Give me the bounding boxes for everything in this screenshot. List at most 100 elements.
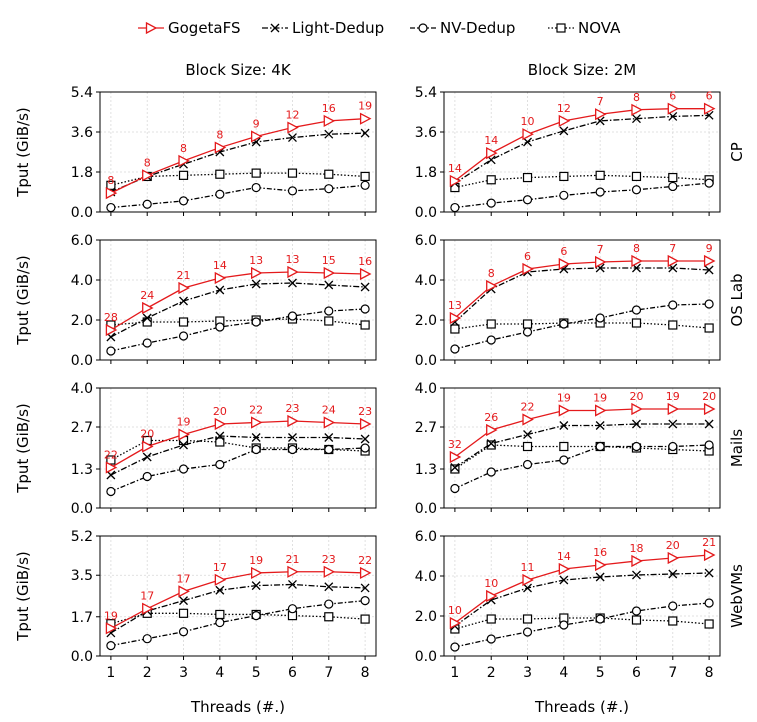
y-tick-label: 4.0	[71, 381, 93, 397]
legend-item-light-dedup: Light-Dedup	[262, 19, 384, 37]
data-point	[486, 198, 496, 208]
data-label: 19	[593, 392, 607, 405]
data-point	[359, 417, 372, 431]
y-tick-label: 4.0	[415, 381, 437, 397]
data-label: 10	[484, 577, 498, 590]
x-tick-label: 8	[705, 665, 714, 681]
annotations: 19 17 17 17 19 21 23 22	[104, 553, 372, 623]
series-line	[110, 118, 366, 194]
data-point	[251, 182, 261, 193]
data-label: 19	[358, 100, 372, 113]
data-point	[668, 616, 678, 626]
data-point	[486, 439, 496, 448]
data-point	[214, 141, 227, 154]
data-point	[105, 323, 118, 337]
series-gogetafs	[449, 102, 716, 187]
series-line	[110, 435, 366, 476]
data-point	[105, 622, 118, 635]
data-point	[522, 413, 534, 426]
data-point	[142, 338, 152, 348]
data-point	[359, 267, 372, 281]
data-point	[595, 614, 605, 624]
data-point	[360, 320, 370, 330]
series-nova	[450, 613, 714, 634]
y-tick-label: 5.2	[71, 529, 93, 545]
data-label: 16	[593, 546, 607, 559]
data-point	[179, 596, 188, 606]
data-point	[323, 114, 336, 127]
panel-cp-block-size-4k: 0.0 1.8 3.6 5.4 8 8 8 8 9 12 16 19 Tput (GiB/s)	[14, 85, 377, 221]
series-gogetafs	[449, 548, 716, 630]
data-label: 21	[177, 269, 191, 282]
x-axis-label: Threads (#.)	[534, 698, 629, 716]
data-point	[360, 596, 370, 606]
data-point	[178, 281, 190, 295]
data-point	[178, 627, 189, 637]
column-title: Block Size: 2M	[528, 61, 636, 79]
data-label: 6	[669, 90, 676, 103]
panel-cp-block-size-2m: 0.0 1.8 3.6 5.4 14 14 10 12 7 8 6 6 CP	[415, 85, 746, 221]
data-point	[486, 147, 498, 160]
data-point	[668, 300, 678, 310]
data-label: 7	[597, 95, 604, 108]
data-point	[450, 324, 460, 334]
data-point	[360, 434, 370, 444]
y-tick-label: 4.0	[415, 273, 437, 289]
y-axis-label: Tput (GiB/s)	[14, 107, 32, 198]
series-line	[110, 571, 366, 629]
data-point	[449, 174, 462, 187]
data-point	[359, 566, 372, 579]
data-point	[106, 486, 116, 497]
x-tick-label: 4	[559, 665, 568, 681]
data-point	[486, 467, 496, 477]
data-point	[631, 185, 642, 195]
data-point	[287, 121, 299, 134]
data-point	[595, 572, 605, 582]
panel-frame	[99, 239, 377, 361]
panel-frame	[443, 387, 721, 509]
series-line	[110, 271, 366, 331]
y-tick-label: 5.4	[415, 85, 437, 101]
data-point	[667, 102, 680, 115]
panel-frame	[443, 535, 721, 657]
series-line	[110, 599, 366, 647]
data-point	[178, 196, 189, 206]
series-line	[454, 322, 710, 330]
data-point	[324, 444, 334, 455]
data-point	[360, 282, 370, 292]
series-light-dedup	[106, 278, 370, 342]
y-tick-label: 1.3	[71, 462, 93, 478]
data-point	[324, 169, 334, 179]
y-tick-label: 2.0	[415, 313, 437, 329]
series-gogetafs	[105, 414, 372, 474]
data-point	[595, 558, 607, 572]
data-point	[251, 266, 263, 280]
data-point	[450, 464, 460, 474]
data-point	[251, 416, 263, 429]
legend-marker	[556, 23, 566, 33]
data-point	[559, 126, 569, 136]
data-point	[178, 585, 190, 598]
y-tick-label: 6.0	[71, 233, 93, 249]
data-point	[450, 463, 460, 472]
data-label: 19	[249, 554, 263, 567]
data-point	[288, 433, 297, 442]
y-axis-label: Tput (GiB/s)	[14, 551, 32, 642]
data-label: 20	[213, 405, 227, 418]
data-point	[324, 280, 334, 290]
data-label: 7	[597, 243, 604, 256]
panel-webvms-block-size-2m: 0.0 2.0 4.0 6.0 1 2 3 4 5 6 7 8 10 10 11 14 16 18 20 21 WebV…	[415, 529, 746, 681]
data-point	[704, 598, 714, 608]
data-label: 15	[322, 254, 336, 267]
series-light-dedup	[106, 580, 370, 638]
data-label: 11	[521, 561, 535, 574]
series-line	[454, 602, 710, 648]
data-point	[704, 419, 714, 429]
series-gogetafs	[449, 254, 716, 325]
data-point	[522, 441, 533, 452]
panel-grid	[444, 239, 720, 361]
panel-os-lab-block-size-2m: 0.0 2.0 4.0 6.0 13 8 6 6 7 8 7 9 OS Lab	[415, 233, 746, 369]
series-gogetafs	[449, 402, 716, 464]
data-point	[105, 461, 118, 474]
data-label: 8	[144, 156, 151, 169]
